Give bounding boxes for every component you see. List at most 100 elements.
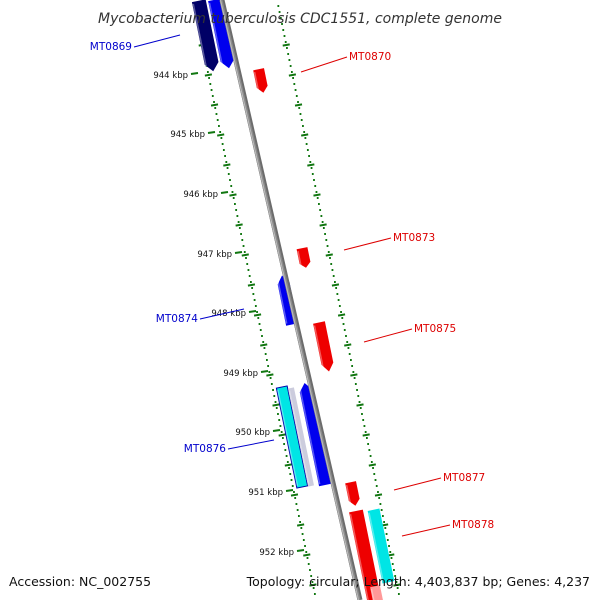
gene-mt0875[interactable] (313, 321, 335, 372)
left-tick-row-dot (246, 263, 249, 265)
right-tick-row-dot (342, 323, 345, 325)
right-tick-row-dot (302, 125, 304, 127)
gene-mt0878-cyan[interactable] (367, 508, 395, 584)
gene-label-mt0878[interactable]: MT0878 (452, 519, 494, 531)
gene-mt0876-light[interactable] (288, 387, 314, 487)
gene-mt0876-cyan[interactable] (275, 385, 309, 489)
right-tick-row-dot (297, 101, 299, 103)
right-tick-row-tick (325, 253, 333, 257)
left-tick-row-dot (241, 239, 244, 241)
gene-features (191, 0, 395, 600)
right-tick-row-tick (350, 373, 358, 377)
gene-label-mt0870[interactable]: MT0870 (349, 51, 391, 63)
left-tick-row-dot (208, 77, 210, 79)
gene-mt0876[interactable] (298, 382, 332, 487)
right-tick-row-dot (300, 119, 303, 121)
left-tick-row-dot (281, 437, 284, 439)
left-tick-row-dot (216, 119, 219, 121)
tick-label-948: 948 kbp (211, 309, 246, 319)
left-tick-row-dot (268, 371, 271, 373)
left-tick-row-dot (305, 551, 308, 553)
left-tick-row-dot (294, 497, 297, 499)
left-tick-row-dot (227, 173, 230, 175)
left-tick-row-dot (206, 71, 209, 73)
label-leader-mt0875 (363, 328, 413, 343)
left-tick-row-dot (215, 113, 218, 115)
left-tick-row-dot (224, 155, 226, 157)
left-tick-row-dot (225, 161, 228, 163)
left-tick-row-dot (290, 479, 293, 481)
right-tick-row-tick (362, 433, 370, 437)
left-tick-row-dot (269, 377, 272, 379)
left-tick-row-dot (312, 587, 315, 589)
left-tick-row-tick (253, 313, 262, 317)
gene-mt0870[interactable] (253, 68, 269, 94)
label-leader-mt0878 (401, 524, 451, 537)
right-tick-row-dot (395, 581, 398, 583)
right-tick-row-dot (318, 203, 320, 205)
gene-label-mt0876[interactable]: MT0876 (184, 443, 227, 455)
tick-mark-945 (207, 131, 216, 134)
right-tick-row-dot (393, 569, 395, 571)
tick-mark-950 (272, 429, 281, 432)
map-title: Mycobacterium tuberculosis CDC1551, comp… (98, 11, 502, 27)
left-tick-row-dot (234, 203, 236, 205)
gene-label-mt0877[interactable]: MT0877 (443, 472, 485, 484)
right-tick-row-dot (313, 179, 315, 181)
left-tick-row-dot (218, 125, 220, 127)
right-tick-row-dot (396, 587, 399, 589)
left-tick-row-dot (266, 359, 268, 361)
right-tick-row-dot (324, 233, 326, 235)
right-tick-row-dot (389, 551, 392, 553)
gene-label-mt0873[interactable]: MT0873 (393, 232, 435, 244)
tick-mark-947 (234, 251, 243, 254)
right-tick-row-dot (348, 353, 351, 355)
gene-mt0873[interactable] (296, 247, 312, 269)
right-tick-row-dot (346, 341, 349, 343)
left-tick-row-tick (210, 103, 219, 107)
left-tick-row-tick (278, 433, 286, 437)
right-tick-row-tick (319, 223, 327, 227)
gene-label-mt0869[interactable]: MT0869 (90, 41, 132, 53)
left-tick-row-tick (260, 343, 268, 347)
right-tick-row-dot (390, 557, 393, 559)
left-tick-row-tick (272, 403, 280, 407)
left-tick-row-dot (231, 191, 234, 193)
right-tick-row-dot (288, 59, 291, 61)
right-tick-row-dot (354, 383, 357, 385)
genome-summary-text: Topology: circular; Length: 4,403,837 bp… (246, 574, 590, 589)
gene-mt0877[interactable] (345, 481, 361, 507)
gene-label-mt0874[interactable]: MT0874 (156, 313, 199, 325)
right-tick-row-dot (289, 65, 292, 67)
left-tick-row-dot (211, 95, 214, 97)
left-tick-row-dot (209, 83, 212, 85)
left-tick-row-tick (296, 523, 305, 527)
right-tick-row-dot (381, 515, 384, 517)
gene-bottom-partial[interactable] (370, 585, 384, 600)
left-tick-row-dot (313, 593, 316, 595)
right-tick-row-dot (279, 17, 282, 19)
right-tick-row-dot (372, 467, 374, 469)
right-tick-row-dot (331, 269, 334, 271)
gene-mt0869-dark[interactable] (191, 0, 220, 73)
right-tick-row-dot (394, 575, 397, 577)
tick-labels: 944 kbp 945 kbp 946 kbp 947 kbp 948 kbp 949 k… (153, 71, 305, 558)
right-tick-row-dot (362, 419, 365, 421)
left-tick-row-dot (226, 167, 229, 169)
left-tick-row-dot (277, 413, 279, 415)
left-tick-row-dot (210, 89, 213, 91)
gene-label-mt0875[interactable]: MT0875 (414, 323, 456, 335)
left-tick-row-dot (264, 353, 267, 355)
gene-mt0869[interactable] (208, 0, 236, 70)
right-tick-row-dot (386, 539, 389, 541)
gene-mt0878[interactable] (349, 509, 383, 600)
right-tick-row-dot (356, 389, 358, 391)
tick-label-950: 950 kbp (235, 428, 270, 438)
left-tick-row-dot (220, 137, 223, 139)
left-tick-row-dot (296, 509, 299, 511)
left-tick-row-dot (262, 341, 265, 343)
right-tick-row-tick (288, 73, 297, 77)
left-tick-row-dot (306, 557, 309, 559)
left-tick-row-dot (252, 293, 255, 295)
right-tick-row-dot (319, 209, 322, 211)
